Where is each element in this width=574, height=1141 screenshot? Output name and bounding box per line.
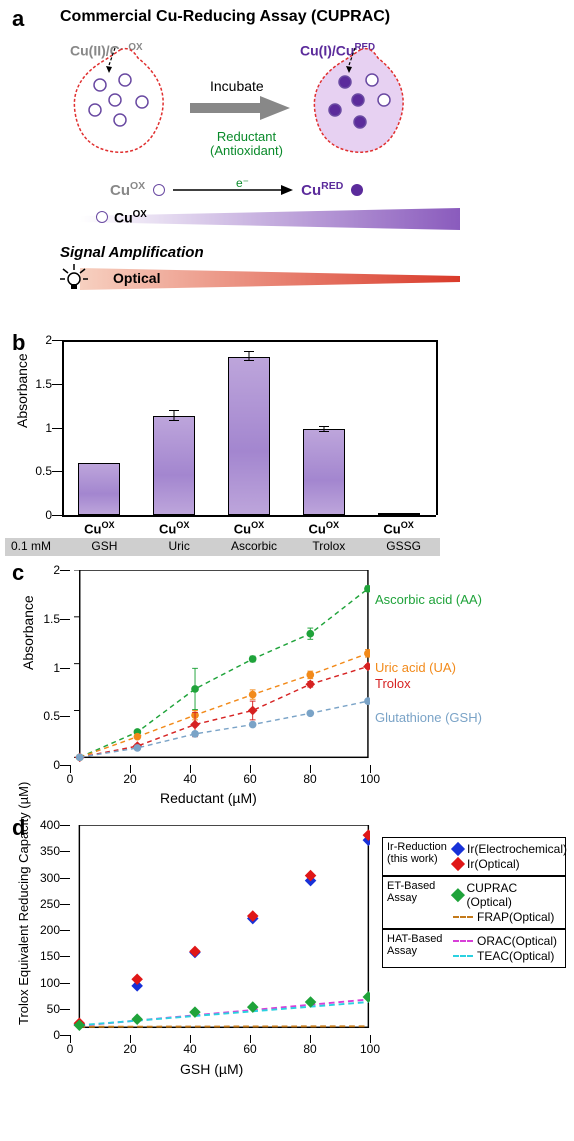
reductant-text: Reductant (Antioxidant) [210,130,283,159]
panel-c-label: c [12,560,24,586]
panel-c-ylabel: Absorbance [20,595,36,670]
axis [62,340,64,515]
bar [228,357,270,515]
panel-c-chart [70,570,370,765]
panel-a-title: Commercial Cu-Reducing Assay (CUPRAC) [60,8,390,26]
incubate-text: Incubate [210,78,264,94]
series-label: Trolox [375,676,411,691]
panel-b-chart [62,340,436,515]
panel-a-label: a [12,6,24,32]
bulb-icon [60,264,88,292]
panel-d-chart [70,825,370,1035]
series-label: Ascorbic acid (AA) [375,592,482,607]
series-label: Uric acid (UA) [375,660,456,675]
panel-d-ylabel: Trolox Equivalent Reducing Capacity (µM) [16,782,31,1025]
optical-label: Optical [113,270,160,286]
hollow-circle-icon [96,211,108,223]
bar [78,463,120,516]
axis [436,340,438,515]
signal-amp-label: Signal Amplification [60,244,204,261]
panel-d-xlabel: GSH (µM) [180,1061,243,1077]
cuox-cured-row: CuOX CuRED [110,180,450,199]
panel-c-xlabel: Reductant (µM) [160,790,257,806]
bar [153,416,195,515]
axis [62,340,436,342]
panel-b: b Absorbance 0.1 mMGSHUricAscorbicTrolox… [0,330,574,560]
axis [62,515,436,517]
cuox-wedge-label: CuOX [96,209,147,226]
bar [303,429,345,515]
filled-circle-icon [351,184,363,196]
small-arrow-icon [173,183,293,197]
series-label: Glutathione (GSH) [375,710,482,725]
panel-d: d Trolox Equivalent Reducing Capacity (µ… [0,815,574,1105]
hollow-circle-icon [153,184,165,196]
electron-label: e⁻ [236,176,249,190]
incubate-arrow-icon [190,96,290,120]
panel-c: c Absorbance Reductant (µM) 00.511.52020… [0,560,574,815]
drop-right [300,40,420,160]
panel-a: a Commercial Cu-Reducing Assay (CUPRAC) … [0,0,574,330]
drop-left [60,40,180,160]
panel-b-bottom-row: 0.1 mMGSHUricAscorbicTroloxGSSG [5,538,440,556]
panel-d-legend: Ir-Reduction(this work) Ir(Electrochemic… [382,837,566,968]
panel-b-ylabel: Absorbance [14,353,30,428]
